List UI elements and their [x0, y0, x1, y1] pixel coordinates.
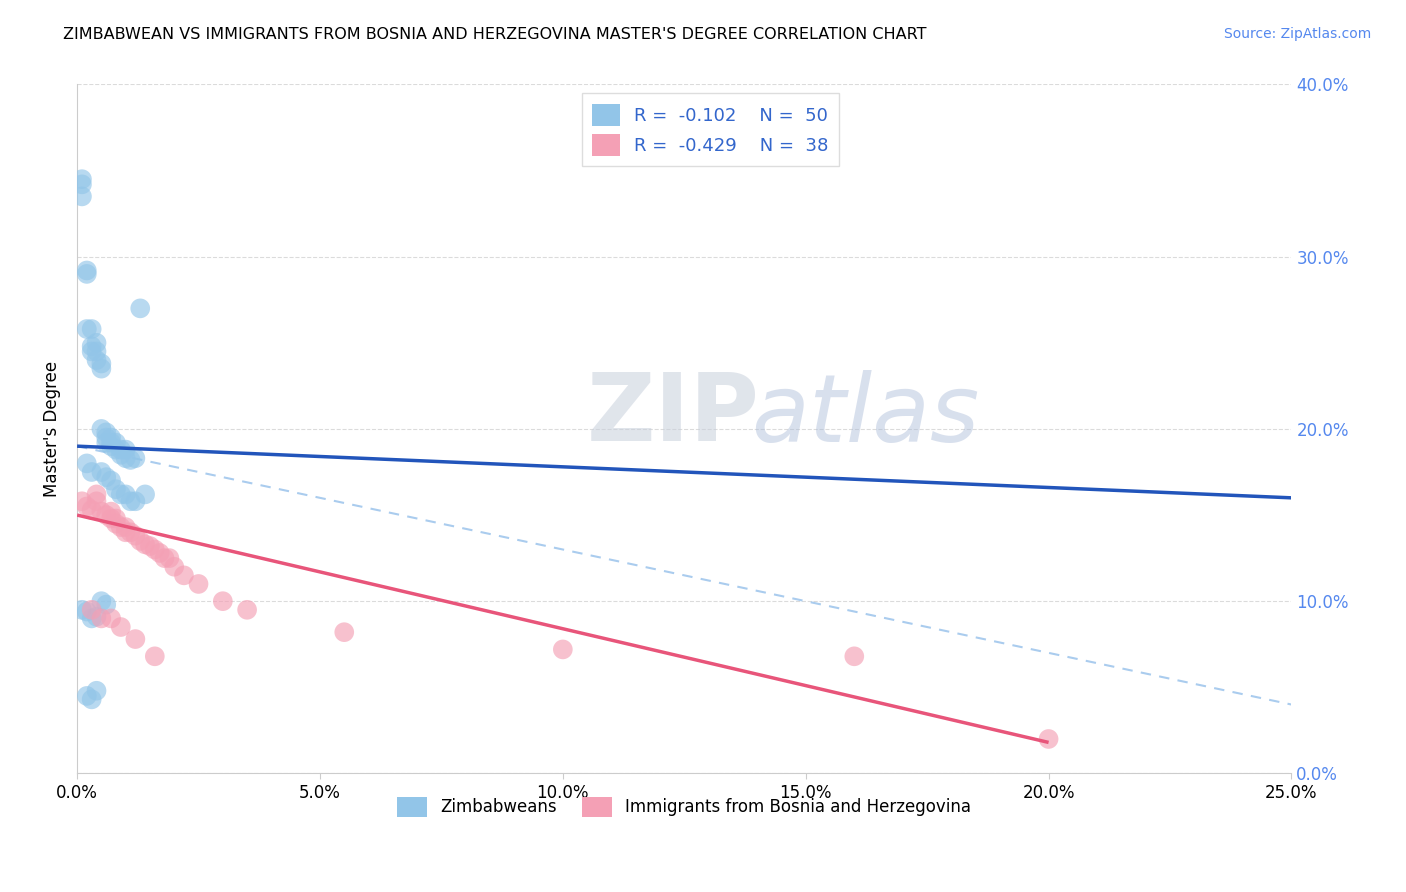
Point — [124, 632, 146, 646]
Point — [100, 431, 122, 445]
Point — [70, 189, 93, 203]
Point — [104, 516, 127, 531]
Point — [236, 603, 259, 617]
Point — [114, 442, 136, 457]
Point — [114, 520, 136, 534]
Point — [86, 494, 108, 508]
Point — [90, 361, 112, 376]
Point — [70, 178, 93, 192]
Point — [86, 335, 108, 350]
Point — [100, 439, 122, 453]
Point — [76, 605, 98, 619]
Point — [163, 559, 186, 574]
Point — [80, 339, 103, 353]
Point — [70, 603, 93, 617]
Point — [70, 494, 93, 508]
Point — [80, 603, 103, 617]
Text: ZIMBABWEAN VS IMMIGRANTS FROM BOSNIA AND HERZEGOVINA MASTER'S DEGREE CORRELATION: ZIMBABWEAN VS IMMIGRANTS FROM BOSNIA AND… — [63, 27, 927, 42]
Point — [187, 577, 209, 591]
Point — [129, 533, 152, 548]
Point — [90, 505, 112, 519]
Point — [100, 474, 122, 488]
Point — [100, 511, 122, 525]
Point — [120, 453, 142, 467]
Point — [96, 508, 118, 522]
Point — [96, 435, 118, 450]
Point — [70, 172, 93, 186]
Point — [110, 448, 132, 462]
Point — [90, 465, 112, 479]
Point — [110, 487, 132, 501]
Point — [114, 487, 136, 501]
Point — [110, 520, 132, 534]
Point — [76, 267, 98, 281]
Point — [104, 442, 127, 457]
Point — [96, 431, 118, 445]
Text: atlas: atlas — [751, 369, 980, 460]
Point — [211, 594, 233, 608]
Point — [104, 435, 127, 450]
Point — [173, 568, 195, 582]
Point — [149, 546, 172, 560]
Point — [134, 487, 156, 501]
Point — [90, 356, 112, 370]
Point — [76, 263, 98, 277]
Point — [114, 451, 136, 466]
Point — [96, 470, 118, 484]
Point — [90, 611, 112, 625]
Y-axis label: Master's Degree: Master's Degree — [44, 361, 60, 497]
Point — [90, 422, 112, 436]
Point — [80, 692, 103, 706]
Point — [80, 322, 103, 336]
Point — [96, 598, 118, 612]
Point — [90, 594, 112, 608]
Legend: Zimbabweans, Immigrants from Bosnia and Herzegovina: Zimbabweans, Immigrants from Bosnia and … — [391, 790, 979, 823]
Point — [76, 500, 98, 514]
Point — [114, 525, 136, 540]
Point — [76, 456, 98, 470]
Point — [100, 611, 122, 625]
Point — [1038, 731, 1060, 746]
Point — [120, 525, 142, 540]
Point — [124, 451, 146, 466]
Point — [139, 539, 162, 553]
Point — [86, 344, 108, 359]
Point — [110, 620, 132, 634]
Point — [104, 511, 127, 525]
Point — [86, 487, 108, 501]
Point — [157, 551, 180, 566]
Point — [86, 353, 108, 368]
Point — [80, 344, 103, 359]
Point — [120, 494, 142, 508]
Point — [86, 683, 108, 698]
Point — [80, 611, 103, 625]
Point — [100, 435, 122, 450]
Point — [124, 494, 146, 508]
Point — [76, 322, 98, 336]
Point — [86, 609, 108, 624]
Point — [80, 503, 103, 517]
Point — [844, 649, 866, 664]
Point — [110, 442, 132, 457]
Point — [96, 425, 118, 440]
Point — [143, 649, 166, 664]
Point — [80, 465, 103, 479]
Point — [76, 689, 98, 703]
Text: ZIP: ZIP — [588, 369, 761, 461]
Point — [104, 482, 127, 496]
Point — [100, 505, 122, 519]
Point — [134, 537, 156, 551]
Text: Source: ZipAtlas.com: Source: ZipAtlas.com — [1223, 27, 1371, 41]
Point — [551, 642, 574, 657]
Point — [143, 542, 166, 557]
Point — [153, 551, 176, 566]
Point — [124, 529, 146, 543]
Point — [333, 625, 356, 640]
Point — [129, 301, 152, 316]
